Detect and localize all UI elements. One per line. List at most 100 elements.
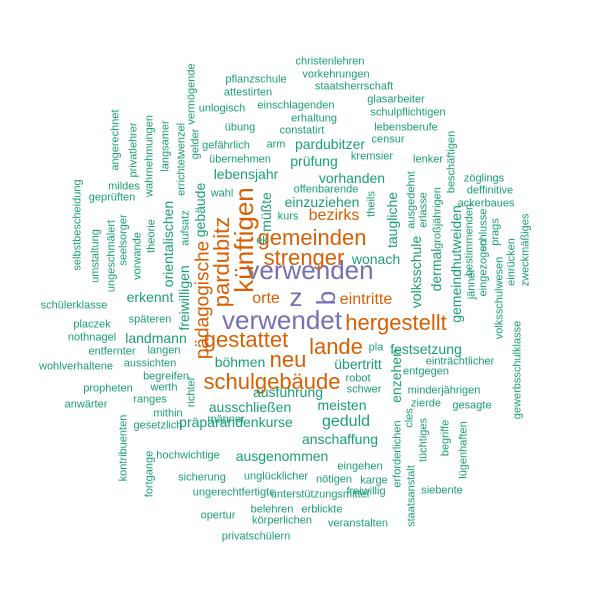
- word-schulgebaeude: schulgebäude: [203, 369, 341, 394]
- word-praeparandenkurse: präparandenkurse: [179, 414, 293, 430]
- word-pflanzschule: pflanzschule: [225, 73, 287, 86]
- word-angerechnet: angerechnet: [109, 109, 122, 171]
- word-erblickte: erblickte: [301, 503, 343, 516]
- word-ausgedehnt: ausgedehnt: [405, 171, 418, 229]
- word-boehmen: böhmen: [214, 354, 266, 370]
- word-gesagte: gesagte: [452, 399, 492, 412]
- word-ungluecklicher: unglücklicher: [243, 470, 309, 483]
- word-aussichten: aussichten: [123, 357, 177, 370]
- word-lebensberufe: lebensberufe: [374, 121, 438, 134]
- word-lenker: lenker: [413, 153, 443, 166]
- word-ausgenommen: ausgenommen: [235, 448, 329, 464]
- word-erhaltung: erhaltung: [291, 112, 337, 125]
- word-belehren: belehren: [250, 503, 294, 516]
- word-ungerechtfertigte: ungerechtfertigte: [192, 486, 276, 499]
- word-fortgange: fortgange: [143, 450, 156, 498]
- word-privatlehrer: privatlehrer: [127, 122, 140, 178]
- word-pardubitz: pardubitz: [209, 216, 234, 308]
- word-privatschuelern: privatschülern: [221, 530, 291, 543]
- word-kurs: kurs: [277, 210, 299, 223]
- word-staatsanstalt: staatsanstalt: [405, 465, 418, 527]
- word-wenzel: wenzel: [175, 122, 188, 158]
- word-minderjaehrigen: minderjährigen: [407, 384, 481, 397]
- word-spaeteren: späteren: [128, 313, 172, 326]
- word-sicherung: sicherung: [178, 471, 226, 484]
- word-luegenhaften: lügenhaften: [457, 421, 470, 479]
- word-pardubitzer: pardubitzer: [294, 136, 366, 152]
- word-erlasse: erlasse: [417, 192, 430, 228]
- word-unlogisch: unlogisch: [198, 102, 246, 115]
- word-gemeindhutweiden: gemeindhutweiden: [448, 205, 464, 323]
- word-muesste: müßte: [258, 192, 274, 232]
- word-vorwande: vorwande: [131, 232, 144, 280]
- word-christenlehren: christenlehren: [295, 55, 365, 68]
- word-karge: karge: [360, 474, 388, 487]
- word-selbstbescheidung: selbstbescheidung: [71, 179, 84, 271]
- word-ranges: ranges: [133, 393, 167, 406]
- word-koerperlichen: körperlichen: [252, 514, 312, 527]
- word-uebung: übung: [224, 121, 256, 134]
- word-langsamer: langsamer: [159, 120, 172, 172]
- word-freiwillig: freiwillig: [346, 485, 386, 498]
- word-gesetzlich: gesetzlich: [133, 419, 183, 432]
- word-erkennt: erkennt: [126, 289, 174, 305]
- word-paedagogische: pädagogische: [192, 240, 214, 360]
- word-z: z: [289, 282, 303, 312]
- word-staatsherrschaft: staatsherrschaft: [314, 80, 394, 93]
- word-maenner: männer: [207, 413, 245, 426]
- word-hochwichtige: hochwichtige: [156, 449, 220, 462]
- word-schuelerklasse: schülerklasse: [40, 299, 108, 312]
- word-vermoegende: vermögende: [185, 63, 198, 125]
- word-einzuziehen: einzuziehen: [284, 194, 360, 210]
- word-orientalischen: orientalischen: [160, 200, 176, 288]
- word-wonach: wonach: [351, 251, 401, 267]
- word-lande: lande: [309, 334, 363, 359]
- word-freiwilligen: freiwilligen: [176, 265, 192, 331]
- word-verwendet: verwendet: [222, 305, 342, 335]
- word-veranstalten: veranstalten: [328, 517, 388, 530]
- word-wahl: wahl: [210, 187, 234, 200]
- word-anwaerter: anwärter: [64, 398, 108, 411]
- word-eingehen: eingehen: [337, 460, 383, 473]
- word-gefaehrlich: gefährlich: [202, 139, 250, 152]
- word-ausschliessen: ausschließen: [208, 399, 292, 415]
- word-lebensjahr: lebensjahr: [213, 166, 279, 182]
- word-zweckmaessiges: zweckmäßiges: [519, 213, 532, 287]
- word-gebaeude: gebäude: [192, 182, 208, 238]
- word-glasarbeiter: glasarbeiter: [367, 93, 425, 106]
- word-umstaltung: umstaltung: [89, 229, 102, 283]
- word-wohlverhaltene: wohlverhaltene: [39, 360, 113, 373]
- word-tuechtiges: tüchtiges: [417, 417, 430, 463]
- word-deffinitive: deffinitive: [466, 184, 514, 197]
- word-neu: neu: [269, 347, 307, 372]
- word-arm: arm: [266, 138, 286, 151]
- word-pruefung: prüfung: [290, 153, 338, 169]
- word-vorhanden: vorhanden: [318, 170, 386, 186]
- word-schlusse: schlusse: [477, 208, 490, 252]
- word-theils: theils: [365, 191, 378, 217]
- word-nothnagel: nothnagel: [67, 331, 117, 344]
- word-meisten: meisten: [317, 397, 367, 413]
- word-begriffe: begriffe: [439, 419, 452, 457]
- word-werth: werth: [150, 381, 178, 394]
- word-mildes: mildes: [108, 180, 140, 193]
- word-schulpflichtigen: schulpflichtigen: [370, 106, 446, 119]
- word-volksschulwesen: volksschulwesen: [493, 256, 506, 340]
- word-verwenden: verwenden: [246, 255, 374, 285]
- word-siebente: siebente: [421, 484, 463, 497]
- word-einruecken: einrücken: [505, 238, 518, 286]
- word-einschlagenden: einschlagenden: [257, 99, 335, 112]
- word-beschaeftigen: beschäftigen: [445, 130, 458, 194]
- word-constatirt: constatirt: [279, 124, 325, 137]
- word-seelsorger: seelsorger: [117, 214, 130, 266]
- word-ek: ek: [256, 234, 268, 247]
- word-prags: prags: [489, 218, 502, 246]
- word-grossjaehrigen: großjährigen: [431, 187, 444, 249]
- word-opertur: opertur: [200, 509, 236, 522]
- word-vorkehrungen: vorkehrungen: [302, 68, 370, 81]
- word-unterstuetzungsmittel: unterstützungsmittel: [270, 488, 370, 501]
- word-eintritte: eintritte: [339, 291, 393, 308]
- word-ackerbaues: ackerbaues: [457, 197, 515, 210]
- word-kuenftigen: künftigen: [229, 187, 259, 293]
- word-langen: langen: [147, 344, 181, 357]
